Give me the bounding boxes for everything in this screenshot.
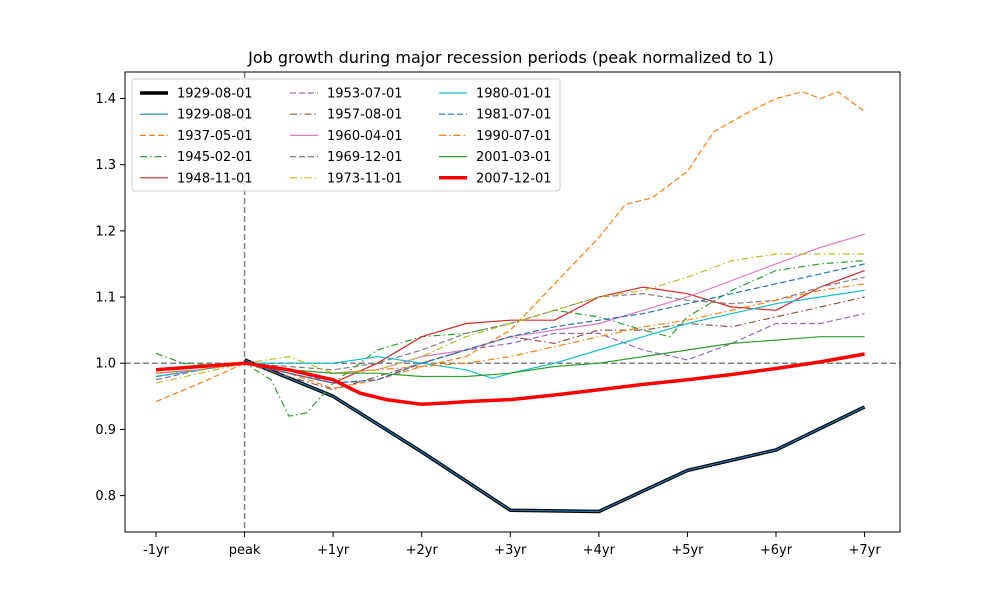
y-axis: 0.8 0.9 1.0 1.1 1.2 1.3 1.4: [95, 92, 125, 504]
x-tick-label: +1yr: [317, 543, 350, 558]
y-tick-label: 1.1: [95, 291, 116, 306]
series-line-1969-12-01-8: [155, 276, 865, 378]
legend: 1929-08-01 1929-08-01 1937-05-01 1945-02-01…: [131, 78, 561, 192]
legend-label: 1981-07-01: [476, 108, 552, 123]
chart-title: Job growth during major recession period…: [247, 48, 774, 67]
series-line-2007-12-01-14: [155, 352, 865, 407]
plot-area: [124, 71, 901, 533]
legend-label: 2007-12-01: [476, 171, 552, 186]
legend-label: 1990-07-01: [476, 129, 552, 144]
legend-label: 1948-11-01: [177, 171, 253, 186]
plot-frame: [124, 71, 901, 533]
series-line-1980-01-01-10: [155, 289, 865, 379]
y-tick-label: 1.3: [95, 158, 116, 173]
legend-label: 2001-03-01: [476, 150, 552, 165]
series-line-1929-08-01-1: [244, 359, 865, 513]
legend-label: 1929-08-01: [177, 108, 253, 123]
x-tick-label: +6yr: [760, 543, 793, 558]
y-tick-label: 1.0: [95, 357, 116, 372]
series-line-1981-07-01-11: [155, 263, 865, 384]
legend-box: [131, 78, 561, 192]
x-tick-label: +2yr: [406, 543, 439, 558]
legend-label: 1960-04-01: [327, 129, 403, 144]
x-tick-label: +5yr: [671, 543, 704, 558]
legend-label: 1945-02-01: [177, 150, 253, 165]
legend-label: 1969-12-01: [327, 150, 403, 165]
legend-label: 1937-05-01: [177, 129, 253, 144]
x-tick-label: peak: [229, 543, 261, 558]
legend-label: 1980-01-01: [476, 87, 552, 102]
legend-label: 1957-08-01: [327, 108, 403, 123]
y-tick-label: 1.2: [95, 224, 116, 239]
legend-label: 1973-11-01: [327, 171, 403, 186]
legend-label: 1953-07-01: [327, 87, 403, 102]
series-line-1990-07-01-12: [155, 283, 865, 374]
legend-label: 1929-08-01: [177, 87, 253, 102]
y-tick-label: 0.9: [95, 423, 116, 438]
series-line-1945-02-01-3: [155, 260, 865, 417]
x-axis: -1yr peak +1yr +2yr +3yr +4yr +5yr +6yr +7yr: [143, 532, 881, 558]
x-tick-label: +7yr: [848, 543, 881, 558]
x-tick-label: +3yr: [494, 543, 527, 558]
y-tick-label: 0.8: [95, 489, 116, 504]
series-line-1937-05-01-2: [155, 91, 865, 403]
x-tick-label: +4yr: [583, 543, 616, 558]
series-line-1973-11-01-9: [155, 253, 865, 384]
y-tick-label: 1.4: [95, 92, 116, 107]
x-tick-label: -1yr: [143, 543, 170, 558]
